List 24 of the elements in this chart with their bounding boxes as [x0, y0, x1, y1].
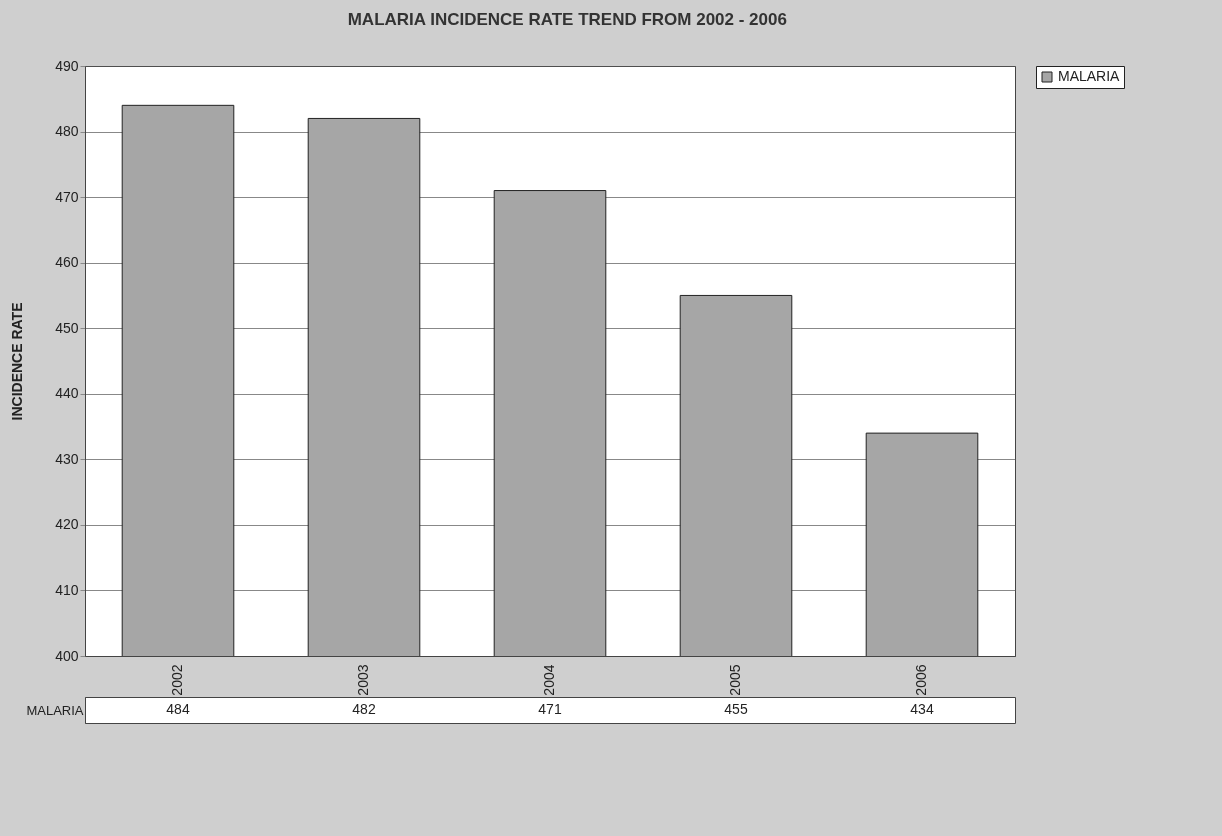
- y-tick-label: 410: [55, 581, 79, 598]
- x-tick-label: 2002: [169, 664, 185, 696]
- y-tick-label: 460: [55, 254, 79, 271]
- y-tick-label: 480: [55, 123, 79, 140]
- y-tick-label: 490: [55, 57, 79, 74]
- text: MALARIA: [26, 702, 84, 718]
- x-tick-label: 2003: [355, 664, 371, 696]
- data-label: 434: [910, 701, 934, 717]
- y-tick-label: 430: [55, 450, 79, 467]
- y-tick-label: 400: [55, 647, 79, 664]
- data-label: 484: [166, 701, 190, 717]
- y-tick-label: 450: [55, 319, 79, 336]
- x-tick-label: 2004: [541, 664, 557, 696]
- y-axis-title: INCIDENCE RATE: [9, 302, 26, 421]
- x-tick-label: 2006: [913, 664, 929, 696]
- legend-label: MALARIA: [1058, 68, 1121, 84]
- data-label: 455: [724, 701, 748, 717]
- data-label: 471: [538, 701, 562, 717]
- y-tick-label: 440: [55, 385, 79, 402]
- y-tick-label: 420: [55, 516, 79, 533]
- x-tick-label: 2005: [727, 664, 743, 696]
- data-label: 482: [352, 701, 376, 717]
- chart-title: MALARIA INCIDENCE RATE TREND FROM 2002 - 2006: [347, 9, 787, 29]
- y-tick-label: 470: [55, 188, 79, 205]
